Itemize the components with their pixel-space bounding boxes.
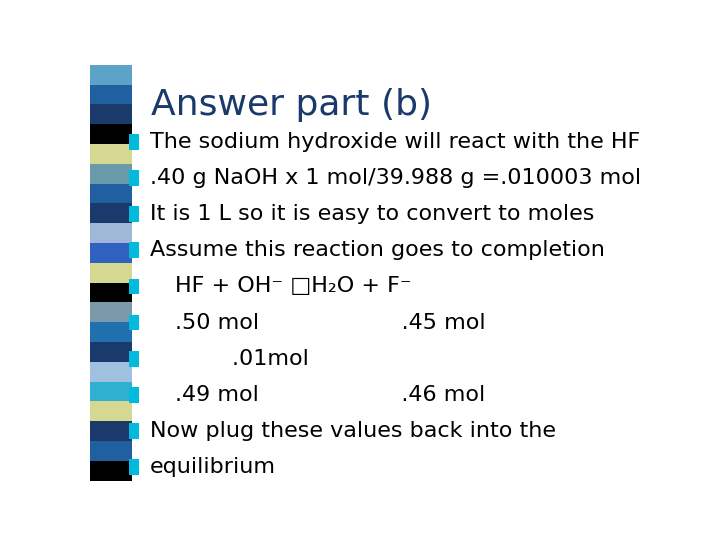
Bar: [90, 184, 132, 204]
Bar: [90, 322, 132, 342]
Text: .50 mol                    .45 mol: .50 mol .45 mol: [175, 313, 485, 333]
Bar: [90, 223, 132, 243]
Bar: [129, 242, 139, 258]
Text: .01mol: .01mol: [175, 349, 309, 369]
Bar: [129, 315, 139, 330]
Bar: [90, 104, 132, 124]
Bar: [129, 134, 139, 150]
Text: Now plug these values back into the: Now plug these values back into the: [150, 421, 556, 441]
Bar: [129, 423, 139, 439]
Bar: [90, 164, 132, 184]
Bar: [90, 461, 132, 481]
Bar: [90, 302, 132, 322]
Text: .49 mol                    .46 mol: .49 mol .46 mol: [175, 385, 485, 405]
Bar: [129, 351, 139, 367]
Bar: [129, 206, 139, 222]
Bar: [90, 65, 132, 85]
Bar: [90, 382, 132, 401]
Bar: [90, 362, 132, 382]
Text: It is 1 L so it is easy to convert to moles: It is 1 L so it is easy to convert to mo…: [150, 204, 594, 224]
Bar: [90, 441, 132, 461]
Bar: [90, 204, 132, 223]
Text: HF + OH⁻ □H₂O + F⁻: HF + OH⁻ □H₂O + F⁻: [175, 276, 411, 296]
Bar: [129, 279, 139, 294]
Bar: [90, 401, 132, 421]
Text: equilibrium: equilibrium: [150, 457, 276, 477]
Text: Answer part (b): Answer part (b): [151, 87, 433, 122]
Bar: [90, 263, 132, 282]
Bar: [90, 282, 132, 302]
Bar: [90, 243, 132, 263]
Text: Assume this reaction goes to completion: Assume this reaction goes to completion: [150, 240, 605, 260]
Bar: [90, 421, 132, 441]
Text: The sodium hydroxide will react with the HF: The sodium hydroxide will react with the…: [150, 132, 640, 152]
Bar: [90, 124, 132, 144]
Bar: [129, 387, 139, 403]
Bar: [129, 460, 139, 475]
Text: .40 g NaOH x 1 mol/39.988 g =.010003 mol: .40 g NaOH x 1 mol/39.988 g =.010003 mol: [150, 168, 641, 188]
Bar: [90, 85, 132, 104]
Bar: [90, 342, 132, 362]
Bar: [129, 170, 139, 186]
Bar: [90, 144, 132, 164]
